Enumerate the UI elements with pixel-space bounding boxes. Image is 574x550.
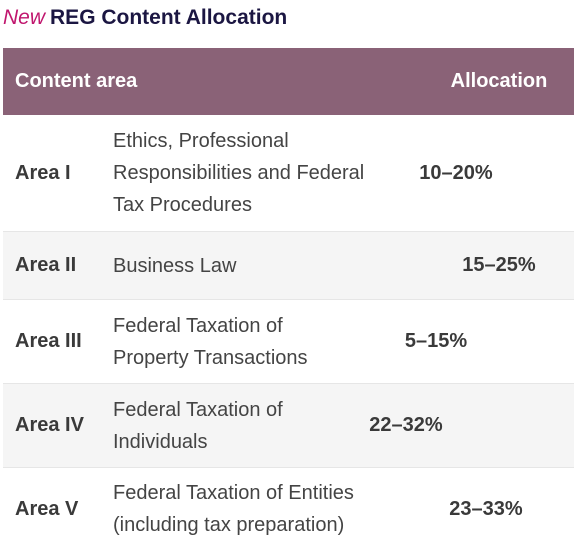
table-header: Content area Allocation <box>3 48 574 115</box>
area-allocation: 23–33% <box>449 497 523 520</box>
table-row: Area I Ethics, Professional Responsibili… <box>3 115 574 232</box>
area-description: Ethics, Professional Responsibilities an… <box>113 130 365 216</box>
area-label: Area IV <box>15 414 84 436</box>
area-label: Area I <box>15 161 71 184</box>
title-text: REG Content Allocation <box>50 6 288 29</box>
area-allocation: 15–25% <box>462 254 536 276</box>
area-label: Area II <box>15 254 77 276</box>
table-row: Area IV Federal Taxation of Individuals … <box>3 384 574 468</box>
table-row: Area II Business Law 15–25% <box>3 232 574 300</box>
table-row: Area III Federal Taxation of Property Tr… <box>3 300 574 384</box>
title-new-label: New <box>3 6 46 29</box>
table-row: Area V Federal Taxation of Entities (inc… <box>3 468 574 550</box>
area-description: Federal Taxation of Property Transaction… <box>113 314 308 369</box>
area-label: Area III <box>15 330 82 352</box>
area-allocation: 5–15% <box>404 330 468 352</box>
area-allocation: 22–32% <box>369 414 443 436</box>
page-title: New REG Content Allocation <box>3 4 287 32</box>
header-allocation: Allocation <box>450 70 548 92</box>
content-allocation-table: Content area Allocation Area I Ethics, P… <box>3 48 574 550</box>
area-allocation: 10–20% <box>419 161 493 184</box>
area-description: Business Law <box>113 254 237 277</box>
header-content-area: Content area <box>15 70 138 92</box>
area-description: Federal Taxation of Individuals <box>113 398 283 453</box>
area-label: Area V <box>15 497 79 520</box>
area-description: Federal Taxation of Entities (including … <box>113 482 354 536</box>
